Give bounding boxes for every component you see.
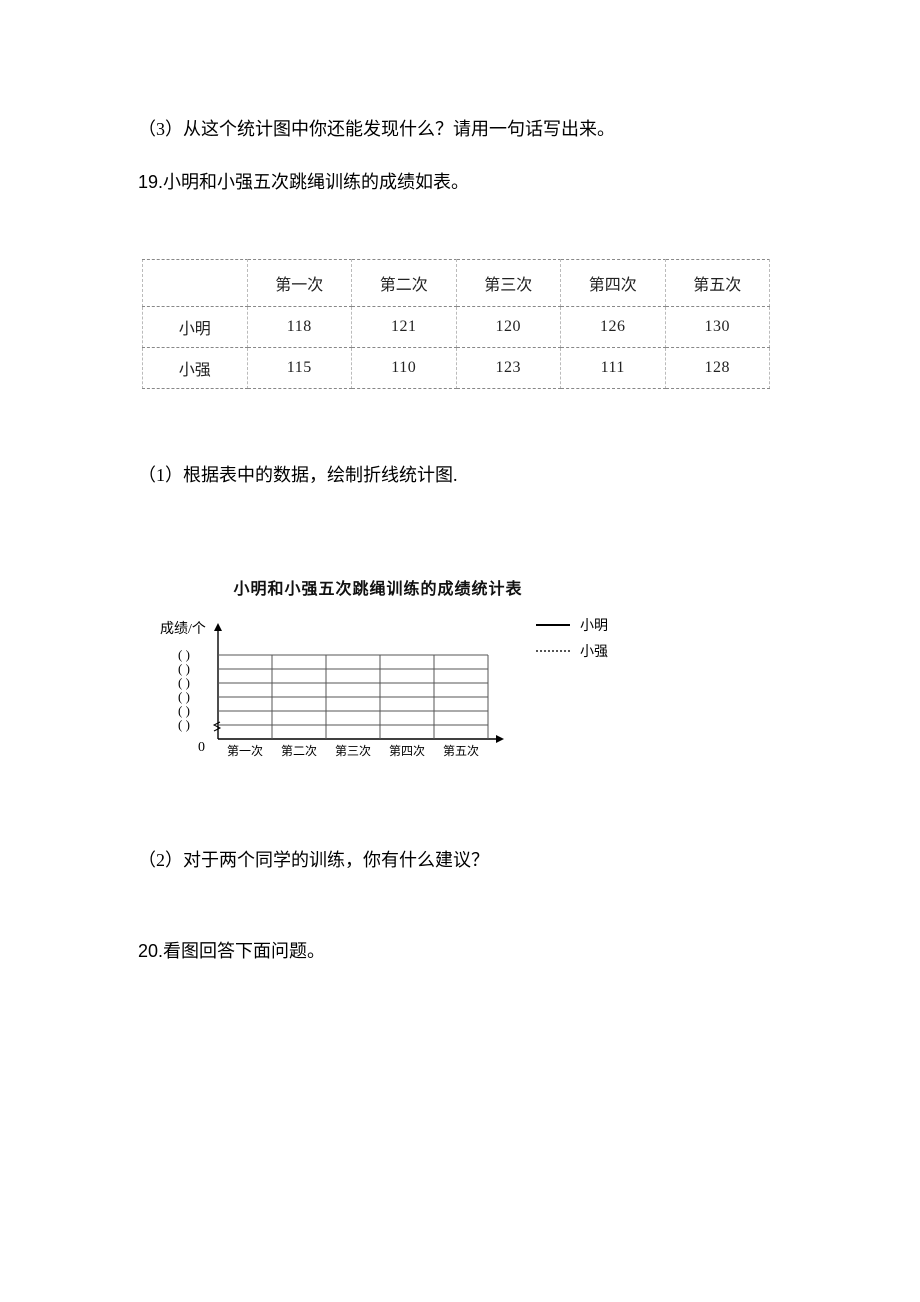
cell: 126: [561, 306, 666, 347]
y-tick: ( ): [178, 647, 190, 662]
chart-block: 小明和小强五次跳绳训练的成绩统计表 成绩/个 ( ) ( ) ( ) ( ) (…: [158, 575, 608, 774]
cell: 118: [247, 306, 352, 347]
legend-item: 小明: [536, 615, 608, 635]
row-label: 小强: [143, 347, 248, 388]
legend-solid-line-icon: [536, 624, 570, 626]
x-axis-arrow-icon: [496, 735, 504, 743]
origin-label: 0: [198, 740, 205, 755]
grid-horizontal: [218, 655, 488, 725]
chart-title: 小明和小强五次跳绳训练的成绩统计表: [218, 575, 538, 599]
chart-svg: 成绩/个 ( ) ( ) ( ) ( ) ( ) ( ) 0: [158, 609, 518, 769]
table-header-col: 第四次: [561, 259, 666, 306]
legend-label: 小强: [580, 641, 608, 661]
y-tick: ( ): [178, 675, 190, 690]
question-19-sub1: （1）根据表中的数据，绘制折线统计图.: [138, 461, 790, 490]
table-header-blank: [143, 259, 248, 306]
table-row: 小明 118 121 120 126 130: [143, 306, 770, 347]
question-19-intro: 19.小明和小强五次跳绳训练的成绩如表。: [138, 168, 790, 197]
y-axis-label: 成绩/个: [160, 621, 206, 637]
question-20-intro-text: 看图回答下面问题。: [163, 941, 325, 961]
table-header-col: 第三次: [456, 259, 561, 306]
cell: 110: [352, 347, 457, 388]
y-tick: ( ): [178, 703, 190, 718]
chart-area: 成绩/个 ( ) ( ) ( ) ( ) ( ) ( ) 0: [158, 609, 608, 774]
chart-legend: 小明 小强: [536, 615, 608, 667]
question-19-sub2: （2）对于两个同学的训练，你有什么建议？: [138, 846, 790, 875]
x-label: 第四次: [389, 744, 425, 758]
y-tick: ( ): [178, 689, 190, 704]
legend-label: 小明: [580, 615, 608, 635]
x-label: 第三次: [335, 744, 371, 758]
x-label: 第五次: [443, 744, 479, 758]
cell: 123: [456, 347, 561, 388]
y-tick: ( ): [178, 717, 190, 732]
table-header-col: 第五次: [665, 259, 770, 306]
y-axis-arrow-icon: [214, 623, 222, 631]
scores-table: 第一次 第二次 第三次 第四次 第五次 小明 118 121 120 126 1…: [142, 259, 770, 389]
cell: 130: [665, 306, 770, 347]
question-3-text: （3）从这个统计图中你还能发现什么？请用一句话写出来。: [138, 115, 790, 144]
x-label: 第一次: [227, 744, 263, 758]
question-19-number: 19.: [138, 172, 163, 192]
page: （3）从这个统计图中你还能发现什么？请用一句话写出来。 19.小明和小强五次跳绳…: [0, 0, 920, 1302]
legend-dotted-line-icon: [536, 650, 570, 652]
question-20-number: 20.: [138, 941, 163, 961]
cell: 120: [456, 306, 561, 347]
x-label: 第二次: [281, 744, 317, 758]
question-20-intro: 20.看图回答下面问题。: [138, 937, 790, 966]
table-header-row: 第一次 第二次 第三次 第四次 第五次: [143, 259, 770, 306]
y-tick: ( ): [178, 661, 190, 676]
question-19-intro-text: 小明和小强五次跳绳训练的成绩如表。: [163, 172, 469, 192]
legend-item: 小强: [536, 641, 608, 661]
table-header-col: 第一次: [247, 259, 352, 306]
table-row: 小强 115 110 123 111 128: [143, 347, 770, 388]
scores-table-wrap: 第一次 第二次 第三次 第四次 第五次 小明 118 121 120 126 1…: [142, 259, 790, 389]
row-label: 小明: [143, 306, 248, 347]
axis-break-icon: [214, 722, 220, 731]
cell: 128: [665, 347, 770, 388]
chart-svg-col: 成绩/个 ( ) ( ) ( ) ( ) ( ) ( ) 0: [158, 609, 518, 774]
cell: 111: [561, 347, 666, 388]
cell: 121: [352, 306, 457, 347]
table-header-col: 第二次: [352, 259, 457, 306]
cell: 115: [247, 347, 352, 388]
